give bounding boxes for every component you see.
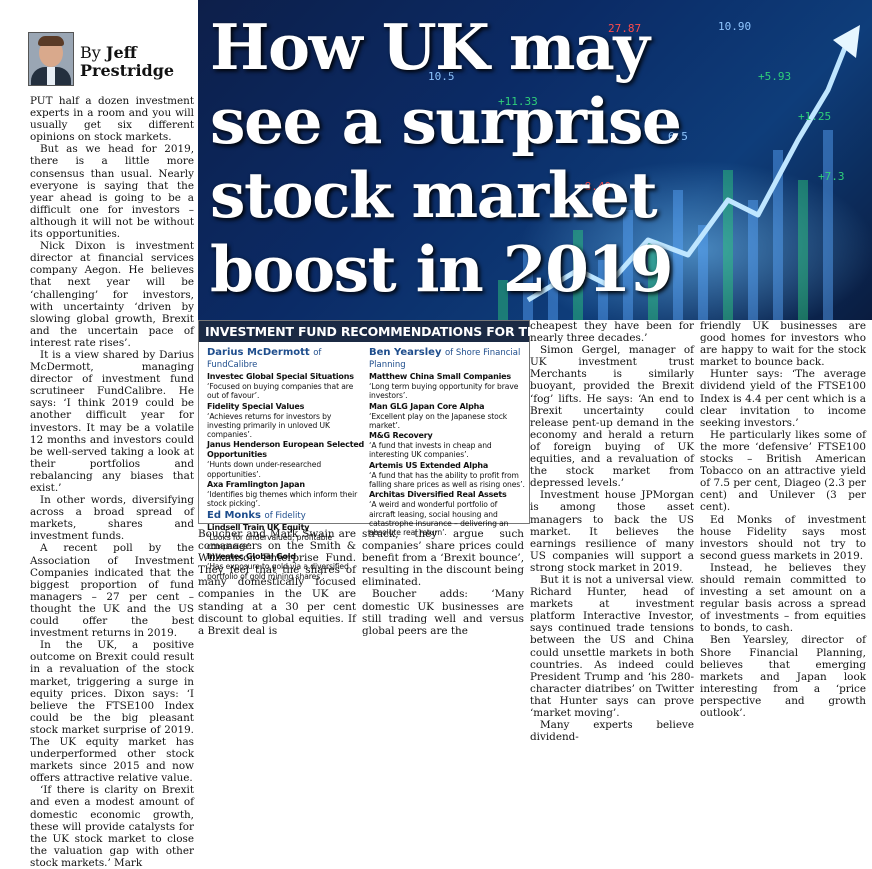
paragraph: Nick Dixon is investment director at fin…: [30, 240, 194, 349]
article-column-1: PUT half a dozen investment experts in a…: [30, 95, 194, 869]
article-column-4: cheapest they have been for nearly three…: [530, 320, 694, 743]
paragraph: cheapest they have been for nearly three…: [530, 320, 694, 345]
fund-name: Axa Framlington Japan: [207, 480, 305, 490]
fund-name: Man GLG Japan Core Alpha: [369, 401, 485, 411]
paragraph: Investment house JPMorgan is among those…: [530, 489, 694, 574]
article-column-2: Boucher and Mark Swain are comanagers on…: [198, 528, 356, 637]
fund-name: Investec Global Special Situations: [207, 372, 354, 381]
ticker-value: 27.87: [608, 22, 642, 35]
fund-name: M&G Recovery: [369, 431, 433, 441]
decorative-bar: [773, 150, 783, 320]
paragraph: ‘If there is clarity on Brexit and even …: [30, 784, 194, 869]
expert-name: Ben Yearsley of Shore Financial Planning: [369, 347, 521, 370]
paragraph: PUT half a dozen investment experts in a…: [30, 95, 194, 144]
paragraph: friendly UK businesses are good homes fo…: [700, 320, 866, 369]
fund-description: ‘Hunts down under-researched opportuniti…: [207, 460, 322, 479]
paragraph: A recent poll by the Association of Inve…: [30, 542, 194, 640]
ticker-value: 10.90: [718, 20, 752, 33]
article-column-3: struck, they argue such companies’ share…: [362, 528, 524, 637]
fund-description: ‘A fund that invests in cheap and intere…: [369, 441, 492, 460]
ticker-value: +5.93: [758, 70, 792, 83]
decorative-bar: [648, 240, 658, 320]
expert-name: Darius McDermott of FundCalibre: [207, 347, 322, 370]
decorative-bar: [598, 260, 608, 320]
fund-name: Janus Henderson European Selected Opport…: [207, 440, 365, 460]
decorative-bar: [698, 225, 708, 320]
fund-recommendations-box: INVESTMENT FUND RECOMMENDATIONS FOR THE …: [198, 320, 586, 581]
fund-description: ‘Long term buying opportunity for brave …: [369, 382, 519, 401]
decorative-bar: [748, 200, 758, 320]
paragraph: But it is not a universal view. Richard …: [530, 573, 694, 719]
paragraph: In other words, diversifying across a br…: [30, 494, 194, 543]
fund-box-title: INVESTMENT FUND RECOMMENDATIONS FOR THE …: [199, 321, 586, 342]
fund-name: Lindsell Train UK Equity: [207, 522, 310, 532]
ticker-value: +8.40: [578, 180, 612, 193]
paragraph: But as we head for 2019, there is a litt…: [30, 143, 194, 241]
fund-name: Matthew China Small Companies: [369, 372, 511, 381]
fund-column-left: Darius McDermott of FundCalibre Investec …: [207, 347, 365, 582]
fund-name: Artemis US Extended Alpha: [369, 460, 489, 470]
paragraph: Boucher adds: ‘Many domestic UK business…: [362, 588, 524, 637]
decorative-bar: [798, 180, 808, 320]
fund-name: Architas Diversified Real Assets: [369, 490, 507, 500]
fund-name: Investec Global Gold: [207, 552, 296, 562]
paragraph: Instead, he believes they should remain …: [700, 561, 866, 635]
fund-description: ‘Identifies big themes which inform thei…: [207, 490, 358, 509]
paragraph: struck, they argue such companies’ share…: [362, 528, 524, 589]
decorative-bar: [548, 265, 558, 320]
decorative-bar: [498, 280, 508, 320]
ticker-value: +1.25: [798, 110, 832, 123]
byline: By Jeff Prestridge: [28, 32, 193, 87]
headline: How UK may see a surprise stock market b…: [210, 10, 682, 306]
fund-description: ‘A weird and wonderful portfolio of airc…: [369, 500, 509, 538]
ticker-value: 6.5: [668, 130, 688, 143]
fund-name: Fidelity Special Values: [207, 401, 305, 411]
decorative-bar: [673, 190, 683, 320]
paragraph: In the UK, a positive outcome on Brexit …: [30, 639, 194, 785]
paragraph: Simon Gergel, manager of UK investment t…: [530, 344, 694, 490]
paragraph: Hunter says: ‘The average dividend yield…: [700, 368, 866, 429]
fund-description: ‘Excellent play on the Japanese stock ma…: [369, 411, 508, 430]
fund-description: ‘Achieves returns for investors by inves…: [207, 411, 332, 440]
paragraph: Ed Monks of investment house Fidelity sa…: [700, 513, 866, 562]
fund-column-right: Ben Yearsley of Shore Financial Planning…: [369, 347, 525, 539]
fund-description: ‘Looks for undervalued, profitable compa…: [207, 532, 333, 551]
decorative-bar: [723, 170, 733, 320]
author-name: By Jeff Prestridge: [80, 43, 175, 80]
fund-description: ‘Focused on buying companies that are ou…: [207, 382, 354, 401]
paragraph: Many experts believe dividend-: [530, 719, 694, 744]
paragraph: Ben Yearsley, director of Shore Financia…: [700, 634, 866, 719]
ticker-value: +7.3: [818, 170, 845, 183]
ticker-value: 10.5: [428, 70, 455, 83]
article-column-5: friendly UK businesses are good homes fo…: [700, 320, 866, 719]
decorative-bar: [573, 230, 583, 320]
stock-chart-graphic: [498, 25, 860, 320]
decorative-bar: [823, 130, 833, 320]
hero-image: +11.33 27.87 10.5 +5.93 6.5 +7.3 +8.40 10.90 +1.…: [198, 0, 872, 320]
ticker-value: +11.33: [498, 95, 538, 108]
paragraph: It is a view shared by Darius McDermott,…: [30, 348, 194, 494]
decorative-bar: [523, 250, 533, 320]
paragraph: He particularly likes some of the more ‘…: [700, 428, 866, 514]
fund-description: ‘Has exposure to gold via a diversified …: [207, 562, 349, 581]
author-photo: [28, 32, 74, 86]
fund-description: ‘A fund that has the ability to profit f…: [369, 470, 525, 490]
paragraph: Boucher and Mark Swain are comanagers on…: [198, 528, 356, 637]
expert-name: Ed Monks of Fidelity: [207, 509, 306, 521]
